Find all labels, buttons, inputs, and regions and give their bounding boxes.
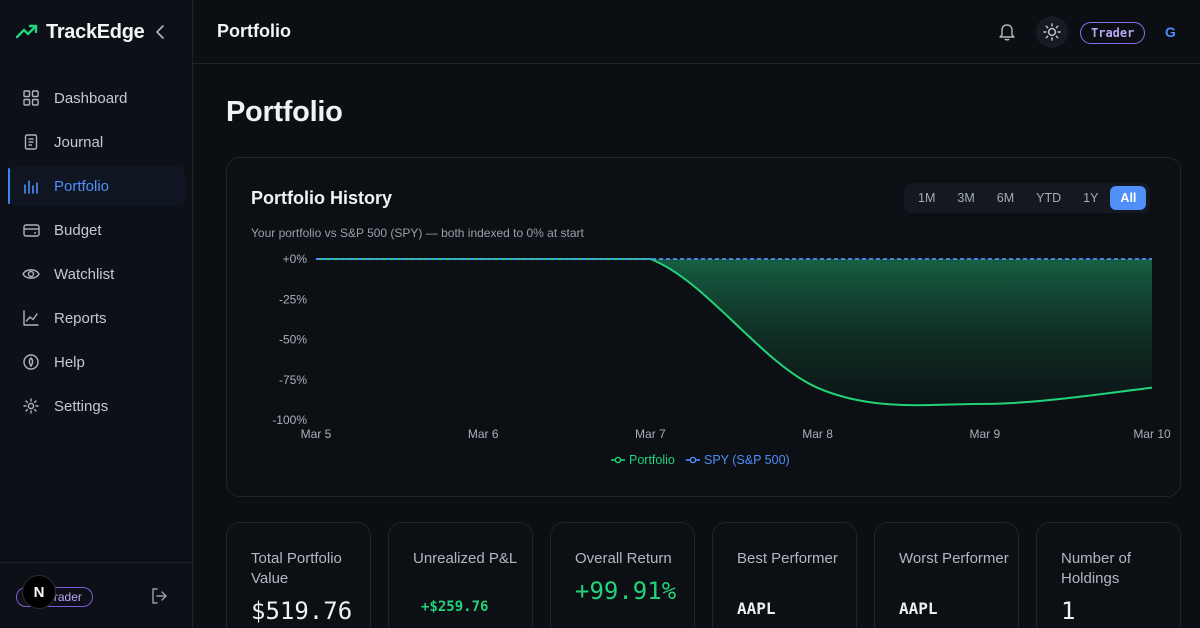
brand[interactable]: TrackEdge [16,20,145,44]
sun-icon [1043,23,1061,41]
x-tick-label: Mar 10 [1133,427,1171,441]
x-tick-label: Mar 6 [468,427,499,441]
grid-icon [22,89,40,107]
range-1m[interactable]: 1M [918,191,936,205]
stat-label: Worst Performer [899,550,1009,567]
page-title: Portfolio [226,96,343,128]
sidebar-item-reports[interactable]: Reports [8,298,185,338]
stat-card: Worst Performer AAPL [874,522,1019,628]
user-avatar[interactable]: N [22,575,56,609]
logout-button[interactable] [150,587,168,605]
journal-icon [22,133,40,151]
sidebar-footer: Trader N [0,562,192,628]
y-tick-label: +0% [283,252,308,266]
collapse-sidebar-button[interactable] [152,22,168,42]
stat-value: 1 [1061,597,1076,625]
sidebar-item-label: Dashboard [54,89,128,107]
sidebar-item-journal[interactable]: Journal [8,122,185,162]
account-avatar[interactable]: G [1165,24,1176,40]
topbar: Portfolio Trader G [193,0,1200,64]
portfolio-area [316,259,1152,406]
sidebar-item-label: Watchlist [54,265,115,283]
sidebar-nav: Dashboard Journal Portfolio Budget Watch… [8,78,185,430]
topbar-title: Portfolio [217,21,291,41]
sidebar-item-label: Budget [54,221,102,239]
stat-label: Best Performer [737,550,838,567]
range-all[interactable]: All [1110,186,1147,210]
sidebar-item-budget[interactable]: Budget [8,210,185,250]
x-tick-label: Mar 7 [635,427,666,441]
sidebar-item-label: Journal [54,133,104,151]
role-badge[interactable]: Trader [1080,22,1146,44]
help-icon [22,353,40,371]
range-3m[interactable]: 3M [957,191,975,205]
x-tick-label: Mar 5 [301,427,332,441]
sidebar-item-label: Settings [54,397,109,415]
card-subtitle: Your portfolio vs S&P 500 (SPY) — both i… [251,226,584,240]
logout-icon [152,588,167,604]
sidebar-item-dashboard[interactable]: Dashboard [8,78,185,118]
chevron-left-icon [156,25,164,39]
trending-up-icon [16,24,38,39]
stat-card: Overall Return +99.91% [550,522,695,628]
bell-icon [999,24,1015,41]
stat-value: +$259.76 [421,599,489,615]
stat-value: AAPL [899,599,938,618]
gear-icon [22,397,40,415]
stat-label: Overall Return [575,550,672,567]
portfolio-line [315,258,1153,407]
wallet-icon [22,221,40,239]
stat-label: Total Portfolio Value [251,550,342,587]
legend-portfolio-label: Portfolio [629,453,675,467]
stat-label: Unrealized P&L [413,550,518,567]
line-chart-icon [22,309,40,327]
portfolio-history-chart[interactable]: +0% -25% -50% -75% -100%Mar 5 Mar 6 Mar 7 Mar 8… [227,158,1180,496]
sidebar-item-label: Reports [54,309,107,327]
stat-value: +99.91% [575,577,677,605]
sidebar-item-label: Portfolio [54,177,110,195]
sidebar-item-portfolio[interactable]: Portfolio [8,166,185,206]
sidebar: TrackEdge Dashboard Journal Portfolio Bu… [0,0,193,628]
range-ytd[interactable]: YTD [1036,191,1062,205]
y-tick-label: -75% [279,373,307,387]
card-title: Portfolio History [251,188,393,208]
eye-icon [22,265,40,283]
portfolio-history-card: Portfolio History Your portfolio vs S&P … [226,157,1181,497]
y-tick-label: -25% [279,292,307,306]
range-6m[interactable]: 6M [996,191,1015,205]
sidebar-item-help[interactable]: Help [8,342,185,382]
bar-chart-icon [22,177,40,195]
sidebar-item-settings[interactable]: Settings [8,386,185,426]
stat-card: Unrealized P&L +$259.76 [388,522,533,628]
stat-card: Total Portfolio Value $519.76 [226,522,371,628]
notifications-button[interactable] [998,22,1018,42]
sidebar-item-label: Help [54,353,85,371]
x-tick-label: Mar 9 [969,427,1000,441]
stat-value: AAPL [737,599,776,618]
y-tick-label: -100% [272,413,307,427]
y-tick-label: -50% [279,333,307,347]
legend-spy-marker [689,456,697,464]
stat-card: Number of Holdings 1 [1036,522,1181,628]
legend-spy-label: SPY (S&P 500) [704,453,790,467]
sidebar-item-watchlist[interactable]: Watchlist [8,254,185,294]
x-tick-label: Mar 8 [802,427,833,441]
theme-toggle-button[interactable] [1036,16,1068,48]
range-selector: 1M 3M 6M YTD 1Y All [904,183,1151,213]
stat-label: Number of Holdings [1061,550,1132,587]
brand-name: TrackEdge [46,20,145,43]
legend-portfolio-marker [614,456,622,464]
stat-value: $519.76 [251,597,353,625]
stat-card: Best Performer AAPL [712,522,857,628]
range-1y[interactable]: 1Y [1083,191,1099,205]
